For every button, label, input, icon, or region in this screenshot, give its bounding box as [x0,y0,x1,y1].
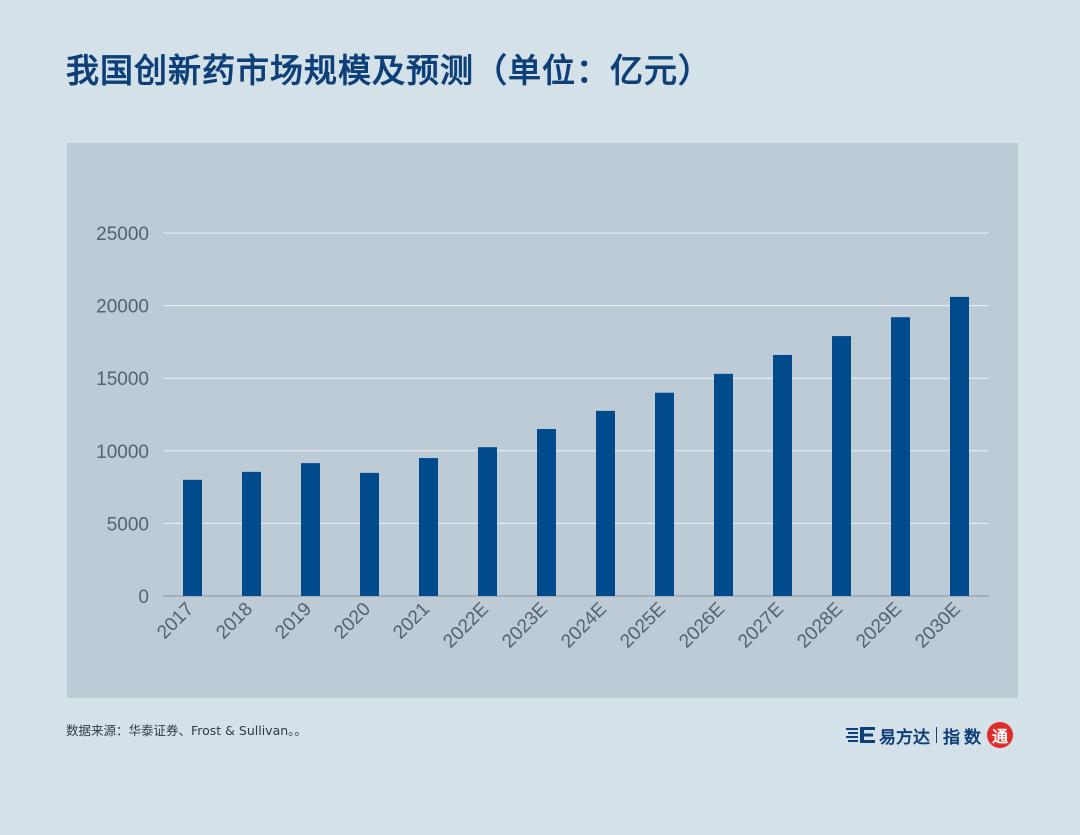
x-tick-label: 2026E [675,599,729,653]
bar [832,336,851,596]
bar [478,447,497,596]
x-tick-label: 2019 [271,599,316,644]
x-tick-label: 2028E [793,599,847,653]
bar [360,472,379,596]
x-tick-label: 2020 [330,599,375,644]
bar [773,354,792,596]
chart-title: 我国创新药市场规模及预测（单位：亿元） [66,51,712,90]
bar [242,471,261,596]
y-tick-label: 10000 [96,442,149,463]
bar [950,296,969,596]
x-tick-label: 2025E [616,599,670,653]
chart-panel: 0 5000 10000 15000 20000 25000 2017 2018 2019 202… [67,143,1018,698]
brand-mark-icon [846,727,875,743]
logo-divider [936,727,937,743]
seal-icon: 通 [987,722,1013,748]
y-tick-label: 0 [138,587,149,608]
x-tick-label: 2024E [557,599,611,653]
product-name-2: 数 [964,727,981,748]
x-tick-label: 2023E [498,599,552,653]
source-note: 数据来源：华泰证券、Frost & Sullivan。。 [66,723,307,738]
brand-logo: 易方达 指 数 通 [846,722,1013,748]
bar-chart: 0 5000 10000 15000 20000 25000 2017 2018 2019 202… [96,224,989,653]
bar [537,429,556,596]
bar [419,458,438,596]
bar [596,410,615,596]
y-tick-label: 25000 [96,224,149,245]
bar [301,463,320,596]
seal-char: 通 [991,727,1008,746]
y-tick-label: 5000 [107,514,149,535]
product-name-1: 指 [943,727,960,748]
x-tick-label: 2017 [153,599,198,644]
bar [183,479,202,596]
bar [714,373,733,596]
x-tick-label: 2022E [439,599,493,653]
y-tick-label: 20000 [96,297,149,318]
x-tick-label: 2027E [734,599,788,653]
bar [655,392,674,596]
brand-name: 易方达 [879,727,930,748]
x-tick-label: 2030E [911,599,965,653]
y-tick-label: 15000 [96,369,149,390]
x-tick-label: 2029E [852,599,906,653]
x-tick-label: 2018 [212,599,257,644]
bar [891,317,910,596]
x-tick-label: 2021 [389,599,434,644]
